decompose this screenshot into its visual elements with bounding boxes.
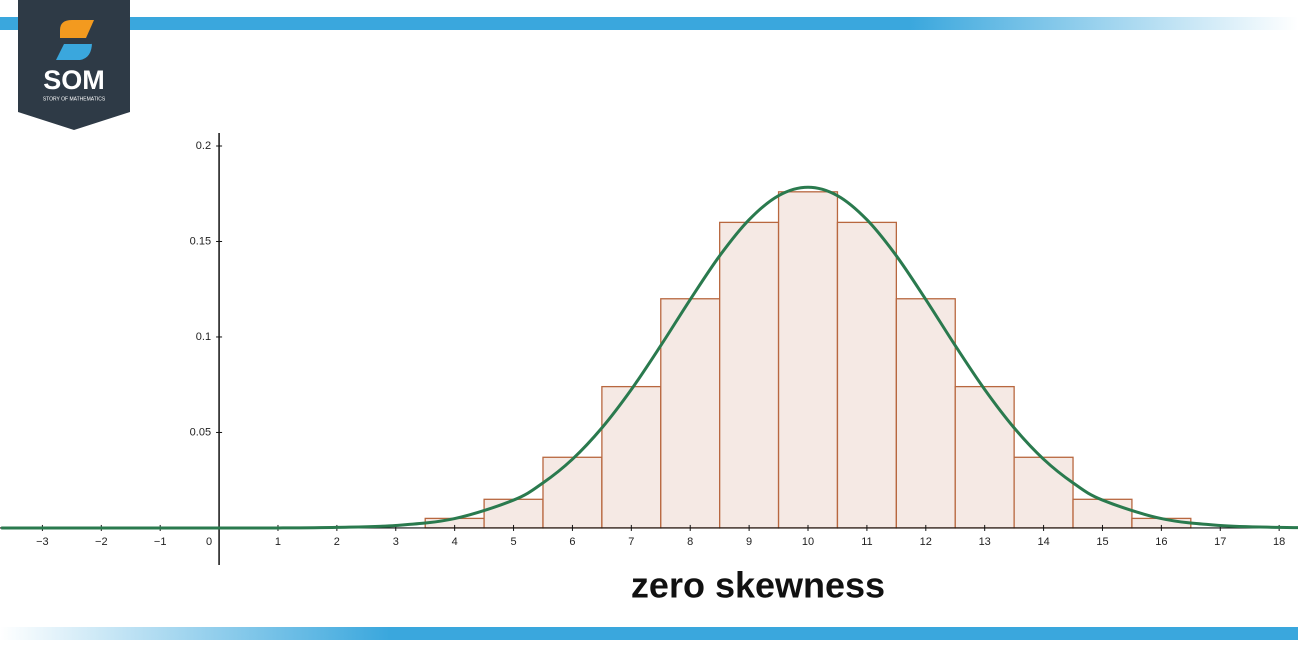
x-tick-label: −1 [154, 536, 167, 548]
x-tick-label: 12 [920, 536, 932, 548]
bar [895, 298, 956, 529]
bar [542, 456, 603, 529]
y-tick-label: 0.05 [190, 426, 211, 438]
x-tick-label: 5 [510, 536, 516, 548]
logo-icon-bottom [56, 42, 92, 60]
logo-tagline: STORY OF MATHEMATICS [43, 96, 106, 102]
x-tick-label: 8 [687, 536, 693, 548]
x-tick-label: 16 [1155, 536, 1167, 548]
x-tick-label: 15 [1096, 536, 1108, 548]
bar [836, 221, 898, 529]
bar [601, 385, 662, 529]
x-tick-label: 0 [206, 536, 212, 548]
y-tick-label: 0.1 [196, 331, 211, 343]
logo-icon-top [60, 20, 94, 38]
x-tick-label: 1 [275, 536, 281, 548]
x-tick-label: 17 [1214, 536, 1226, 548]
top-band [0, 17, 1298, 30]
x-tick-label: −2 [95, 536, 108, 548]
bar [719, 221, 780, 529]
logo: SOM STORY OF MATHEMATICS [18, 0, 130, 130]
y-tick-label: 0.15 [190, 235, 211, 247]
x-tick-label: 11 [861, 536, 872, 548]
chart-title: zero skewness [631, 565, 885, 606]
bar [1072, 498, 1133, 529]
x-tick-label: 14 [1037, 536, 1049, 548]
density-curve [1, 185, 1298, 530]
x-tick-label: 9 [746, 536, 752, 548]
bar [483, 498, 544, 529]
logo-name: SOM [43, 65, 105, 95]
bar [777, 191, 839, 529]
x-tick-label: 4 [452, 536, 458, 548]
x-tick-label: 13 [979, 536, 991, 548]
x-tick-label: 18 [1273, 536, 1285, 548]
bar [1013, 456, 1074, 529]
x-tick-label: 7 [628, 536, 634, 548]
bottom-band [0, 627, 1298, 640]
x-tick-label: 6 [569, 536, 575, 548]
logo-badge [18, 0, 130, 130]
x-tick-label: 10 [802, 536, 814, 548]
x-tick-label: 3 [393, 536, 399, 548]
bar [954, 385, 1015, 529]
y-tick-label: 0.2 [196, 140, 211, 152]
x-tick-label: 2 [334, 536, 340, 548]
x-tick-label: −3 [36, 536, 49, 548]
